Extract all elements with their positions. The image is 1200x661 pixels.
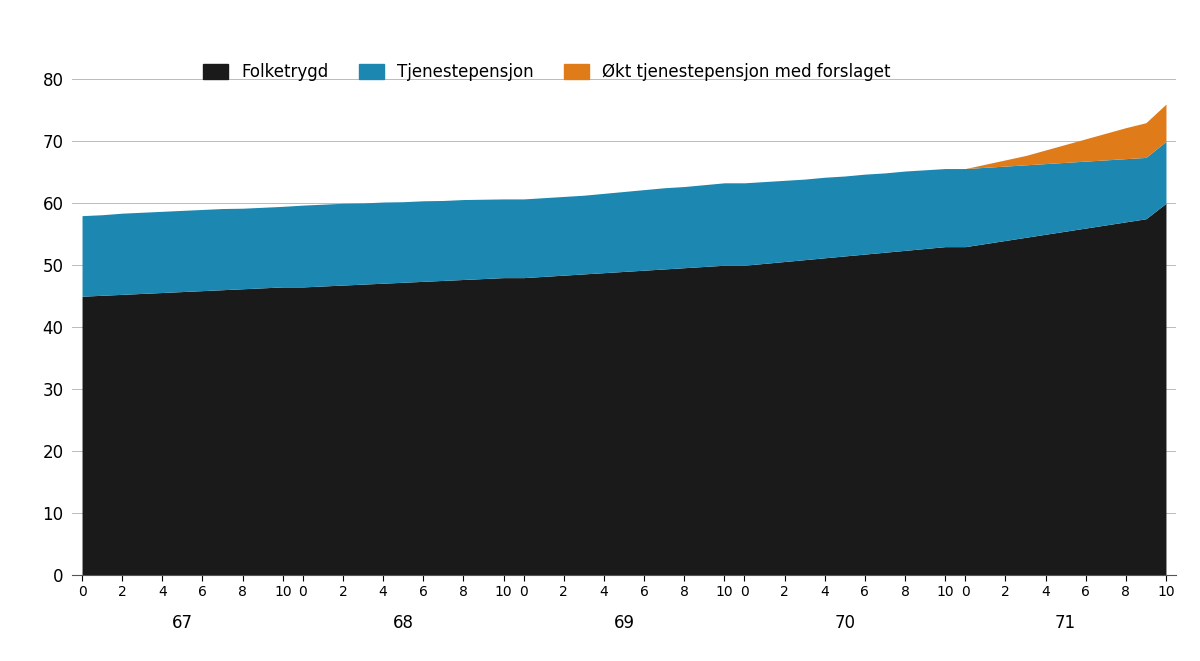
Text: 71: 71 bbox=[1055, 614, 1076, 632]
Text: 69: 69 bbox=[613, 614, 635, 632]
Legend: Folketrygd, Tjenestepensjon, Økt tjenestepensjon med forslaget: Folketrygd, Tjenestepensjon, Økt tjenest… bbox=[203, 63, 890, 81]
Text: 70: 70 bbox=[834, 614, 856, 632]
Text: 68: 68 bbox=[392, 614, 414, 632]
Text: 67: 67 bbox=[172, 614, 193, 632]
